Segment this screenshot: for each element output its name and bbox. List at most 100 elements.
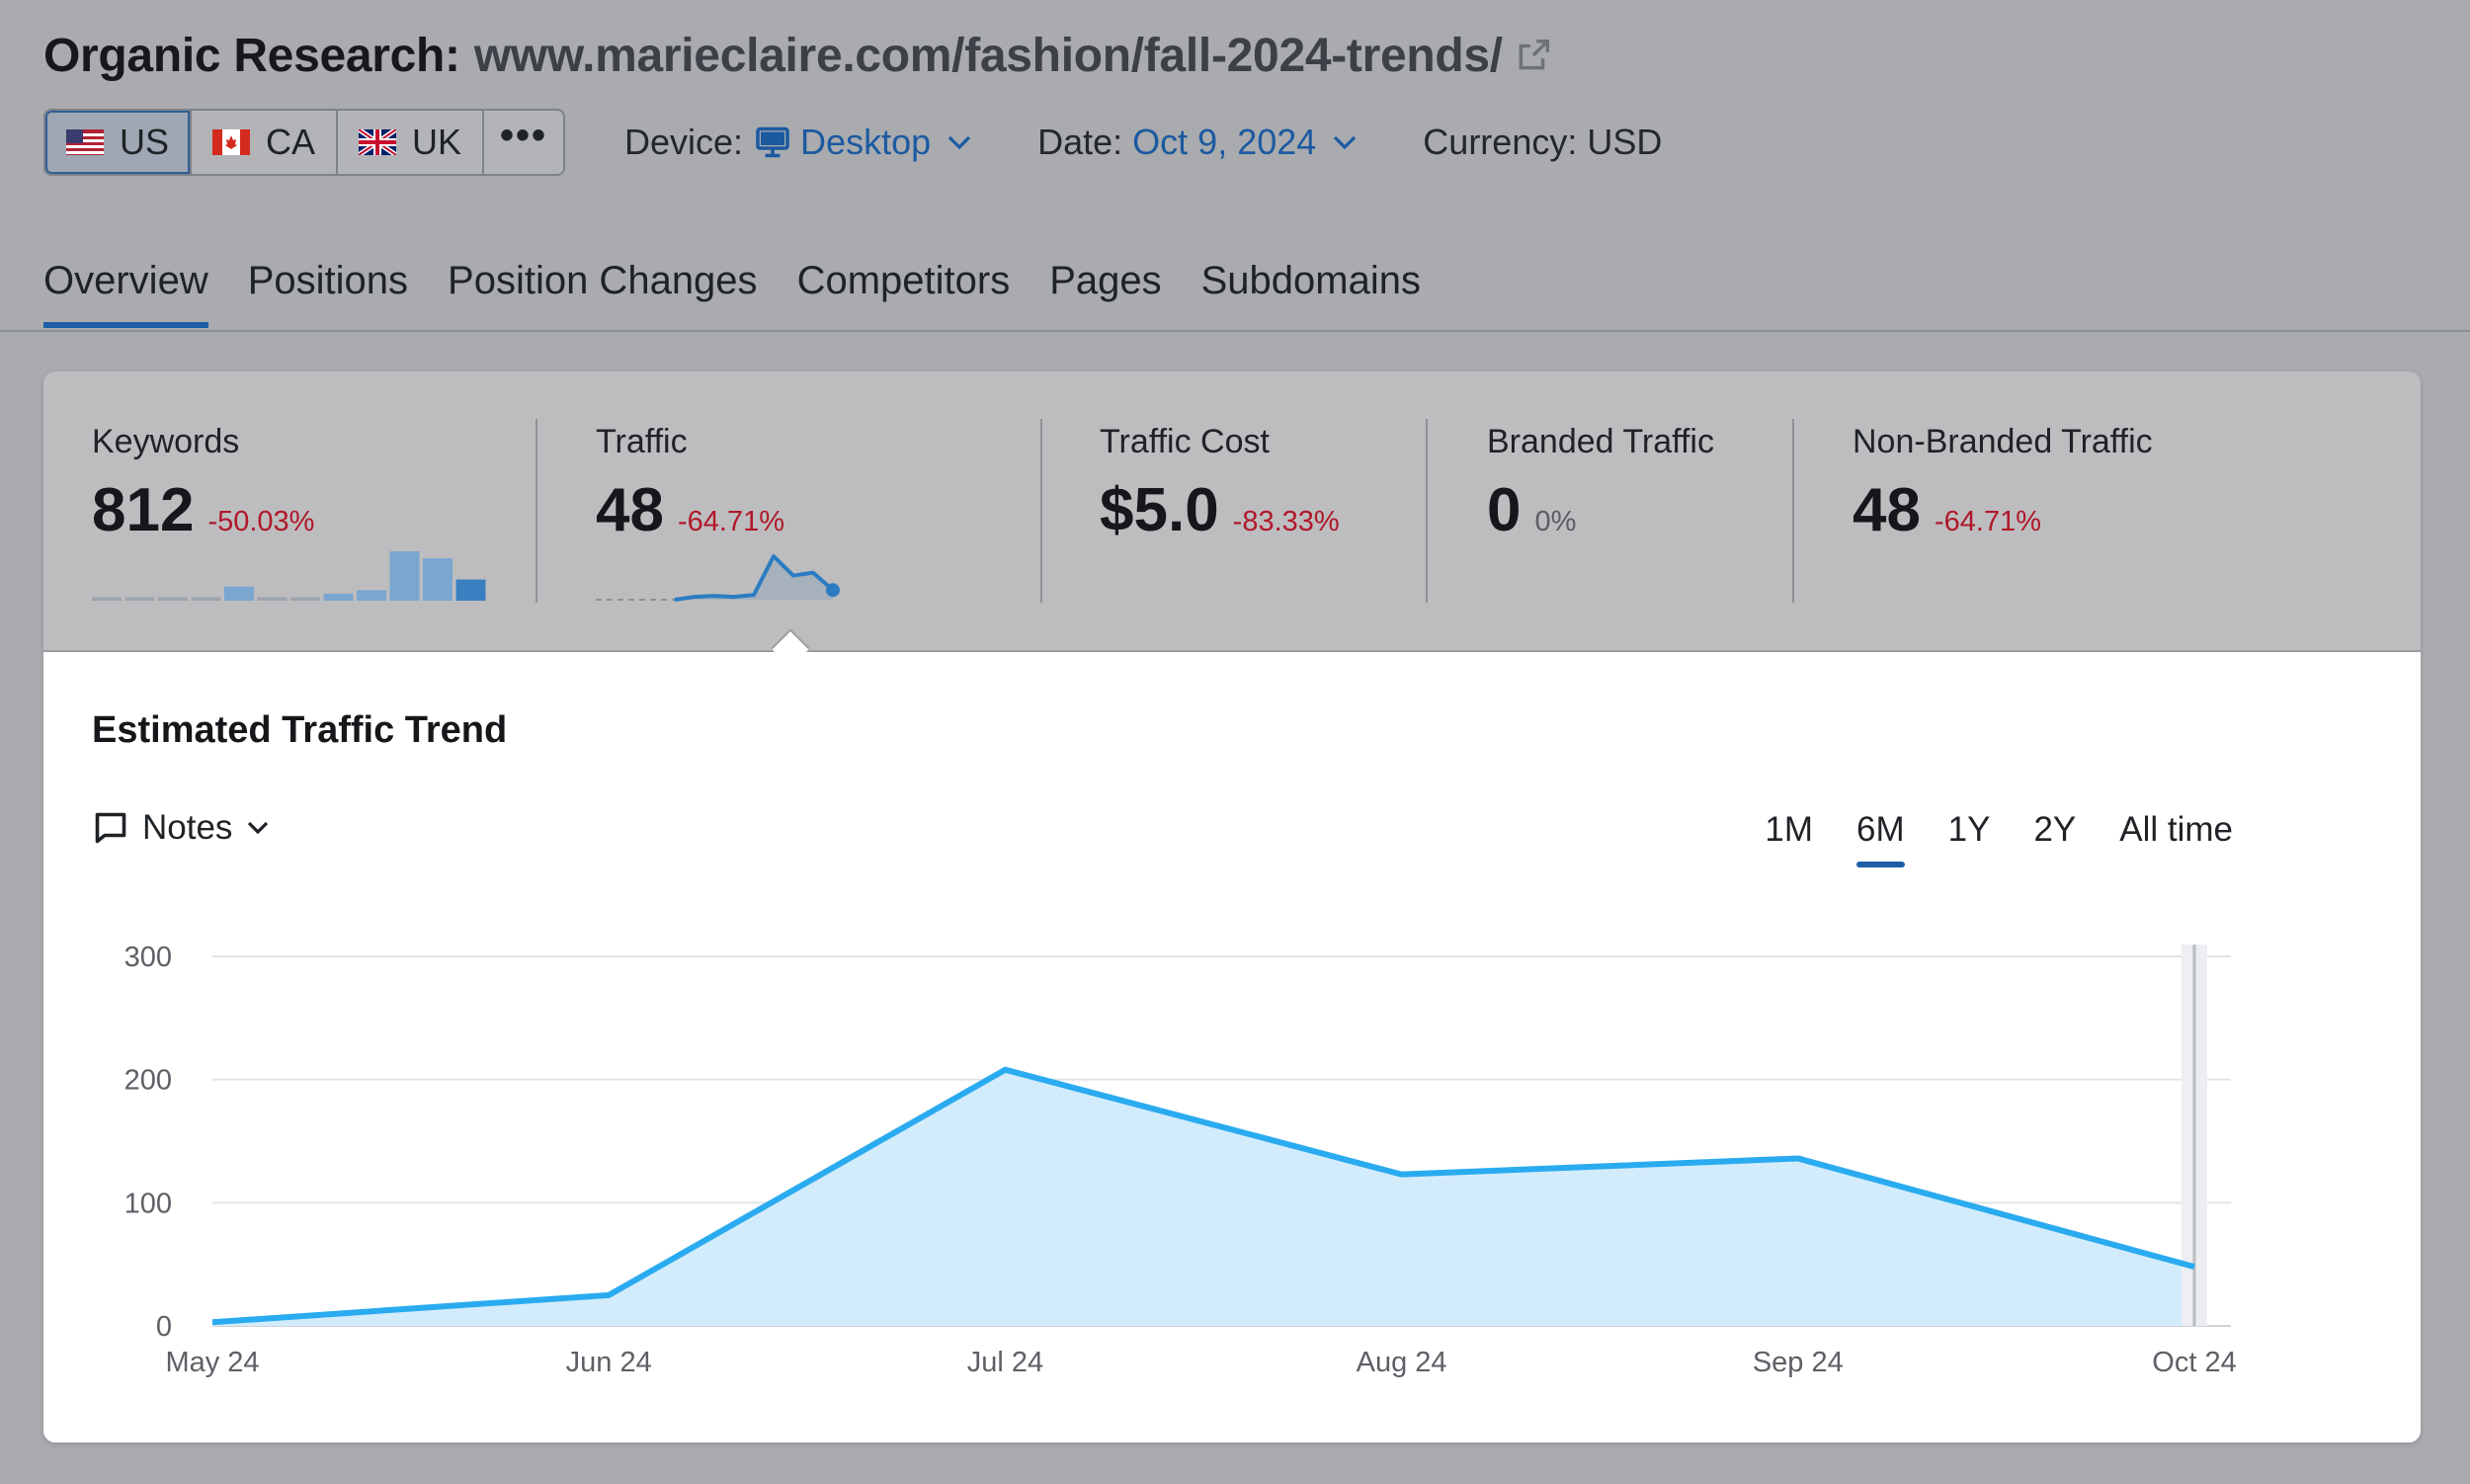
keywords-spark-bar xyxy=(290,597,320,601)
metric-non-branded-value: 48 xyxy=(1852,476,1921,544)
more-icon: ••• xyxy=(499,114,547,157)
monitor-icon xyxy=(756,126,789,158)
tab-positions[interactable]: Positions xyxy=(247,259,409,302)
tab-competitors[interactable]: Competitors xyxy=(796,259,1011,302)
metric-keywords-change: -50.03% xyxy=(207,506,315,537)
date-value: Oct 9, 2024 xyxy=(1132,122,1317,162)
date-label: Date: xyxy=(1037,122,1123,162)
database-selector: US CA UK ••• xyxy=(43,109,565,176)
metric-traffic-cost-change: -83.33% xyxy=(1232,506,1340,537)
x-tick-label: Sep 24 xyxy=(1753,1347,1844,1378)
range-selector: 1M 6M 1Y 2Y All time xyxy=(1765,810,2233,867)
metric-branded-traffic[interactable]: Branded Traffic 0 0% xyxy=(1487,423,1714,545)
y-tick-label: 100 xyxy=(124,1188,172,1219)
device-value: Desktop xyxy=(800,122,932,162)
traffic-trend-chart[interactable]: 0 100 200 300 May 24 Jun 24 Jul 24 Aug 24 Sep 24… xyxy=(43,652,2421,1443)
range-2y[interactable]: 2Y xyxy=(2033,810,2077,849)
metric-traffic-cost[interactable]: Traffic Cost $5.0 -83.33% xyxy=(1100,423,1340,545)
tab-overview[interactable]: Overview xyxy=(43,255,208,332)
metric-branded-value: 0 xyxy=(1487,476,1522,544)
metric-keywords[interactable]: Keywords 812 -50.03% xyxy=(92,423,314,545)
device-label: Device: xyxy=(624,122,744,162)
y-tick-label: 300 xyxy=(124,942,172,973)
date-selector[interactable]: Date: Oct 9, 2024 xyxy=(1037,122,1358,163)
metric-branded-label: Branded Traffic xyxy=(1487,423,1714,460)
metric-keywords-label: Keywords xyxy=(92,423,240,460)
metrics-summary: Keywords 812 -50.03% Traffic 48 -64.71% … xyxy=(43,371,2421,652)
keywords-spark-bar xyxy=(423,558,453,601)
metric-non-branded-label: Non-Branded Traffic xyxy=(1852,423,2153,460)
traffic-spark-line xyxy=(674,554,835,602)
traffic-trend-panel: Estimated Traffic Trend Notes 1M 6M 1Y 2… xyxy=(43,652,2421,1443)
range-1y[interactable]: 1Y xyxy=(1947,810,1991,849)
currency-label: Currency: USD xyxy=(1423,122,1663,162)
traffic-spark-point xyxy=(826,583,840,598)
notes-label: Notes xyxy=(142,808,233,847)
metric-keywords-value: 812 xyxy=(92,476,195,544)
tabs-divider xyxy=(0,330,2470,332)
keywords-spark-bar xyxy=(455,579,486,601)
x-tick-label: Oct 24 xyxy=(2152,1347,2236,1378)
x-tick-label: Jul 24 xyxy=(967,1347,1043,1378)
keywords-spark-bar xyxy=(191,597,221,601)
keywords-spark-bar xyxy=(357,590,386,601)
range-1m[interactable]: 1M xyxy=(1765,810,1813,849)
analyzed-url[interactable]: www.marieclaire.com/fashion/fall-2024-tr… xyxy=(473,29,1503,82)
traffic-sparkline xyxy=(596,554,840,602)
notes-dropdown[interactable]: Notes xyxy=(93,808,270,848)
keywords-spark-bar xyxy=(158,597,188,601)
keywords-spark-bar xyxy=(323,593,354,601)
keywords-spark-bar xyxy=(389,551,420,601)
chevron-down-icon xyxy=(1334,135,1357,150)
tab-position-changes[interactable]: Position Changes xyxy=(448,259,758,302)
more-databases-button[interactable]: ••• xyxy=(484,111,563,174)
database-ca-label: CA xyxy=(265,122,315,162)
page-title-label: Organic Research: xyxy=(43,29,460,82)
currency-indicator: Currency: USD xyxy=(1423,122,1662,163)
database-us-label: US xyxy=(119,122,169,162)
database-uk-button[interactable]: UK xyxy=(338,111,484,174)
keywords-spark-bar xyxy=(124,597,155,601)
metric-traffic-label: Traffic xyxy=(596,423,688,460)
chevron-down-icon xyxy=(248,821,269,835)
chevron-down-icon xyxy=(947,135,971,150)
page-title: Organic Research: www.marieclaire.com/fa… xyxy=(43,26,1552,85)
uk-flag-icon xyxy=(358,129,396,155)
us-flag-icon xyxy=(65,129,104,155)
device-selector[interactable]: Device: Desktop xyxy=(624,122,972,163)
metric-traffic-cost-label: Traffic Cost xyxy=(1100,423,1270,460)
x-tick-label: Jun 24 xyxy=(566,1347,652,1378)
external-link-icon[interactable] xyxy=(1515,37,1552,74)
y-tick-label: 0 xyxy=(156,1311,172,1343)
y-tick-label: 200 xyxy=(124,1065,172,1097)
controls-bar: US CA UK ••• Device: xyxy=(43,109,1662,176)
ca-flag-icon xyxy=(211,129,250,155)
metric-non-branded-traffic[interactable]: Non-Branded Traffic 48 -64.71% xyxy=(1852,423,2153,545)
keywords-spark-bar xyxy=(224,586,254,601)
metric-traffic-cost-value: $5.0 xyxy=(1100,476,1219,544)
metric-divider xyxy=(1426,419,1428,603)
metric-branded-change: 0% xyxy=(1534,506,1577,537)
traffic-area xyxy=(212,1069,2194,1326)
keywords-sparkline xyxy=(92,551,486,601)
tab-subdomains[interactable]: Subdomains xyxy=(1200,259,1421,302)
database-us-button[interactable]: US xyxy=(45,111,192,174)
metric-traffic-change: -64.71% xyxy=(677,506,784,537)
metric-non-branded-change: -64.71% xyxy=(1934,506,2041,537)
overview-card: Keywords 812 -50.03% Traffic 48 -64.71% … xyxy=(43,371,2421,1443)
metric-divider xyxy=(1792,419,1794,603)
database-ca-button[interactable]: CA xyxy=(192,111,338,174)
report-tabs: Overview Positions Position Changes Comp… xyxy=(43,255,1460,332)
metric-traffic-value: 48 xyxy=(596,476,664,544)
metric-divider xyxy=(1040,419,1042,603)
range-6m[interactable]: 6M xyxy=(1856,810,1905,867)
trend-title: Estimated Traffic Trend xyxy=(92,709,508,751)
metric-divider xyxy=(535,419,537,603)
x-tick-label: May 24 xyxy=(165,1347,259,1378)
range-all-time[interactable]: All time xyxy=(2119,810,2233,849)
keywords-spark-bar xyxy=(257,597,288,601)
traffic-line xyxy=(211,1066,2195,1326)
x-tick-label: Aug 24 xyxy=(1357,1347,1447,1378)
metric-traffic[interactable]: Traffic 48 -64.71% xyxy=(596,423,784,545)
tab-pages[interactable]: Pages xyxy=(1049,259,1162,302)
